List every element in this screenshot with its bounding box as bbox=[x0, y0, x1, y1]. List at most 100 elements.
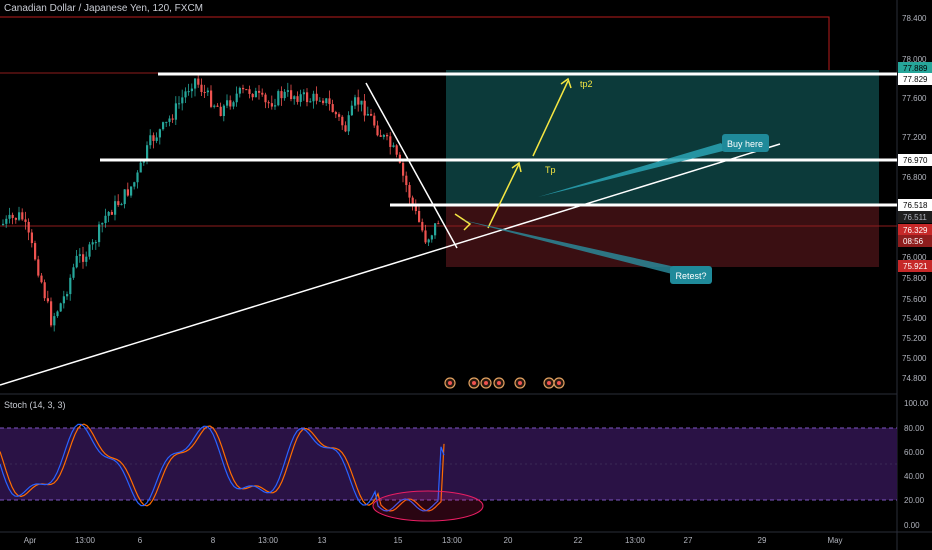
candle-body bbox=[210, 90, 213, 107]
retest-callout[interactable] bbox=[670, 266, 712, 284]
candle-body bbox=[334, 112, 337, 115]
candle-body bbox=[382, 134, 385, 137]
time-tick-label: 13:00 bbox=[442, 536, 463, 545]
price-tick-label: 75.600 bbox=[902, 295, 927, 304]
candle-body bbox=[421, 221, 424, 231]
time-tick-label: 13:00 bbox=[258, 536, 279, 545]
candle-body bbox=[40, 275, 43, 283]
candle-body bbox=[91, 242, 94, 245]
candle-body bbox=[411, 197, 414, 205]
projection-arrows[interactable] bbox=[454, 77, 572, 231]
retest-pointer bbox=[458, 219, 680, 274]
candle-body bbox=[94, 242, 97, 244]
ascending-trendline[interactable] bbox=[0, 143, 781, 386]
price-tick-label: 78.400 bbox=[902, 14, 927, 23]
candle-body bbox=[309, 101, 312, 103]
candle-body bbox=[258, 90, 261, 93]
oversold-highlight[interactable] bbox=[372, 490, 484, 522]
profit-zone[interactable] bbox=[446, 70, 879, 205]
descending-trendline[interactable] bbox=[365, 82, 458, 249]
buy-here-label: Buy here bbox=[727, 139, 763, 149]
candle-body bbox=[408, 185, 411, 198]
candle-body bbox=[5, 218, 8, 224]
stoch-tick-label: 60.00 bbox=[904, 448, 925, 457]
candle-body bbox=[299, 94, 302, 102]
candle-body bbox=[341, 116, 344, 126]
event-dots bbox=[448, 381, 561, 385]
candle-body bbox=[66, 294, 69, 297]
candle-body bbox=[277, 91, 280, 106]
candle-body bbox=[261, 92, 264, 95]
stoch-axis[interactable]: 100.00 80.00 60.00 40.00 20.00 0.00 bbox=[904, 399, 929, 530]
candle-body bbox=[232, 102, 235, 107]
candle-body bbox=[251, 93, 254, 98]
candle-body bbox=[363, 100, 366, 116]
price-badges: 77.889 77.829 76.970 76.518 76.511 76.329 08:5… bbox=[898, 62, 932, 272]
candle-body bbox=[110, 211, 113, 215]
candle-body bbox=[11, 214, 14, 218]
candle-body bbox=[347, 115, 350, 132]
time-tick-label: 6 bbox=[138, 536, 143, 545]
candle-body bbox=[306, 92, 309, 103]
candle-body bbox=[344, 125, 347, 132]
candle-body bbox=[290, 90, 293, 100]
candle-body bbox=[85, 256, 88, 262]
candle-body bbox=[78, 254, 81, 256]
stoch-d-line bbox=[0, 423, 445, 512]
candle-body bbox=[130, 186, 133, 196]
candle-body bbox=[197, 78, 200, 85]
buy-here-callout[interactable] bbox=[722, 134, 769, 152]
candle-body bbox=[126, 189, 129, 196]
candle-body bbox=[206, 90, 209, 93]
candle-body bbox=[270, 103, 273, 107]
stoch-tick-label: 40.00 bbox=[904, 472, 925, 481]
candle-body bbox=[427, 239, 430, 243]
candle-body bbox=[168, 118, 171, 122]
candle-body bbox=[43, 282, 46, 299]
price-badge-label: 76.970 bbox=[903, 156, 928, 165]
candle-body bbox=[379, 135, 382, 137]
candle-body bbox=[56, 311, 59, 317]
candle-body bbox=[386, 134, 389, 137]
candle-body bbox=[2, 223, 5, 225]
candle-body bbox=[107, 211, 110, 216]
symbol-title: Canadian Dollar / Japanese Yen, 120, FXC… bbox=[4, 3, 204, 14]
price-tick-label: 76.800 bbox=[902, 173, 927, 182]
candle-body bbox=[430, 235, 433, 240]
candle-body bbox=[142, 160, 145, 163]
price-badge bbox=[898, 235, 932, 247]
price-badge-label: 77.829 bbox=[903, 75, 928, 84]
candle-body bbox=[293, 96, 296, 100]
candle-body bbox=[27, 221, 30, 233]
candle-body bbox=[248, 89, 251, 94]
candle-body bbox=[165, 121, 168, 123]
candle-body bbox=[414, 204, 417, 211]
time-tick-label: 29 bbox=[758, 536, 767, 545]
price-tick-label: 75.800 bbox=[902, 274, 927, 283]
candle-body bbox=[434, 223, 437, 236]
stoch-band bbox=[0, 428, 897, 500]
candle-body bbox=[178, 103, 181, 105]
stoch-tick-label: 20.00 bbox=[904, 496, 925, 505]
time-tick-label: May bbox=[827, 536, 842, 545]
candle-body bbox=[34, 243, 37, 260]
candle-body bbox=[8, 214, 11, 219]
candle-body bbox=[216, 105, 219, 107]
time-tick-label: 20 bbox=[504, 536, 513, 545]
loss-zone[interactable] bbox=[446, 205, 879, 267]
candle-body bbox=[389, 136, 392, 147]
price-badge-label: 08:56 bbox=[903, 237, 924, 246]
candle-body bbox=[82, 254, 85, 262]
candle-body bbox=[120, 204, 123, 206]
candle-body bbox=[14, 217, 17, 220]
price-tick-label: 76.000 bbox=[902, 253, 927, 262]
candle-body bbox=[46, 298, 49, 302]
time-axis[interactable]: Apr 13:00 6 8 13:00 13 15 13:00 20 22 13:00 27 29 May bbox=[24, 536, 843, 545]
range-outline bbox=[0, 16, 830, 72]
candle-body bbox=[296, 96, 299, 102]
candle-body bbox=[62, 296, 65, 304]
candle-body bbox=[149, 135, 152, 146]
retest-label: Retest? bbox=[675, 271, 706, 281]
price-badge bbox=[898, 199, 932, 211]
